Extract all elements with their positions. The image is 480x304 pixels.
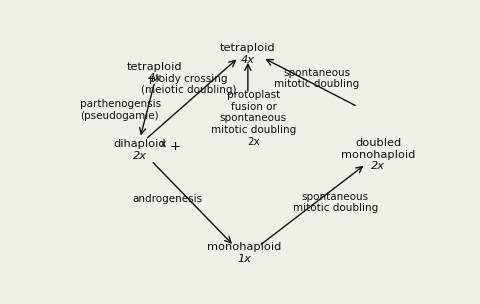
Text: monohaploid: monohaploid (341, 150, 415, 160)
Text: 2x: 2x (133, 150, 147, 161)
Text: 1x: 1x (237, 254, 251, 264)
Text: tetraploid: tetraploid (127, 62, 183, 72)
Text: monohaploid: monohaploid (207, 242, 281, 252)
Text: +: + (170, 140, 181, 153)
Text: 2x: 2x (371, 161, 385, 171)
Text: tetraploid: tetraploid (220, 43, 276, 54)
Text: ploidy crossing
(meiotic doubling): ploidy crossing (meiotic doubling) (141, 74, 236, 95)
Text: dihaploid: dihaploid (114, 140, 166, 149)
Text: parthenogensis
(pseudogamie): parthenogensis (pseudogamie) (81, 99, 162, 121)
Text: spontaneous
mitotic doubling: spontaneous mitotic doubling (293, 192, 378, 213)
Text: 4x: 4x (148, 73, 162, 83)
Text: spontaneous
mitotic doubling: spontaneous mitotic doubling (274, 68, 360, 89)
Text: protoplast
fusion or
spontaneous
mitotic doubling
2x: protoplast fusion or spontaneous mitotic… (211, 90, 296, 147)
Text: 4x: 4x (241, 55, 255, 65)
Text: doubled: doubled (355, 138, 401, 148)
Text: androgenesis: androgenesis (133, 194, 203, 204)
Text: x: x (160, 139, 167, 149)
